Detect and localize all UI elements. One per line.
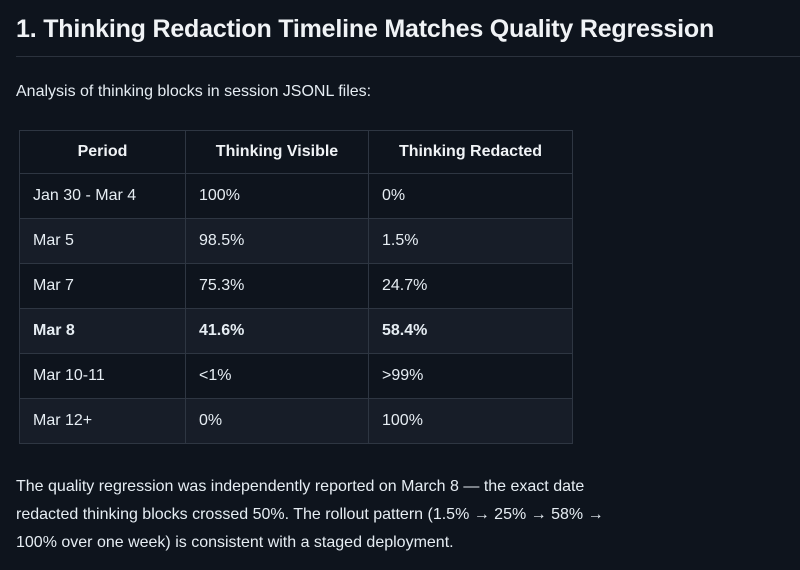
thinking-visible-cell: 100% bbox=[185, 173, 369, 219]
period-cell: Mar 12+ bbox=[19, 398, 186, 444]
table-header-row: Period Thinking Visible Thinking Redacte… bbox=[19, 130, 573, 174]
thinking-redacted-cell: 0% bbox=[368, 173, 573, 219]
thinking-redacted-cell: 1.5% bbox=[368, 218, 573, 264]
column-header-thinking-visible: Thinking Visible bbox=[185, 130, 369, 174]
redaction-timeline-table: Period Thinking Visible Thinking Redacte… bbox=[19, 130, 573, 444]
period-cell: Jan 30 - Mar 4 bbox=[19, 173, 186, 219]
intro-text: Analysis of thinking blocks in session J… bbox=[16, 83, 372, 100]
page-title: 1. Thinking Redaction Timeline Matches Q… bbox=[16, 13, 800, 57]
table-row: Mar 5 98.5% 1.5% bbox=[19, 218, 573, 264]
thinking-redacted-cell: 58.4% bbox=[368, 308, 573, 354]
footer-text: The quality regression was independently… bbox=[16, 473, 784, 557]
period-cell: Mar 7 bbox=[19, 263, 186, 309]
period-cell: Mar 8 bbox=[19, 308, 186, 354]
footer-line-3: 100% over one week) is consistent with a… bbox=[16, 534, 454, 551]
table-row: Jan 30 - Mar 4 100% 0% bbox=[19, 173, 573, 219]
thinking-visible-cell: 75.3% bbox=[185, 263, 369, 309]
period-cell: Mar 5 bbox=[19, 218, 186, 264]
thinking-redacted-cell: 24.7% bbox=[368, 263, 573, 309]
table-row: Mar 10-11 <1% >99% bbox=[19, 353, 573, 399]
period-cell: Mar 10-11 bbox=[19, 353, 186, 399]
thinking-visible-cell: <1% bbox=[185, 353, 369, 399]
thinking-redacted-cell: >99% bbox=[368, 353, 573, 399]
column-header-thinking-redacted: Thinking Redacted bbox=[368, 130, 573, 174]
thinking-visible-cell: 98.5% bbox=[185, 218, 369, 264]
table-row: Mar 8 41.6% 58.4% bbox=[19, 308, 573, 354]
markdown-document: 1. Thinking Redaction Timeline Matches Q… bbox=[16, 13, 800, 557]
footer-line-2: redacted thinking blocks crossed 50%. Th… bbox=[16, 506, 604, 523]
column-header-period: Period bbox=[19, 130, 186, 174]
thinking-visible-cell: 0% bbox=[185, 398, 369, 444]
thinking-redacted-cell: 100% bbox=[368, 398, 573, 444]
table-row: Mar 12+ 0% 100% bbox=[19, 398, 573, 444]
footer-line-1: The quality regression was independently… bbox=[16, 478, 585, 495]
table-row: Mar 7 75.3% 24.7% bbox=[19, 263, 573, 309]
thinking-visible-cell: 41.6% bbox=[185, 308, 369, 354]
